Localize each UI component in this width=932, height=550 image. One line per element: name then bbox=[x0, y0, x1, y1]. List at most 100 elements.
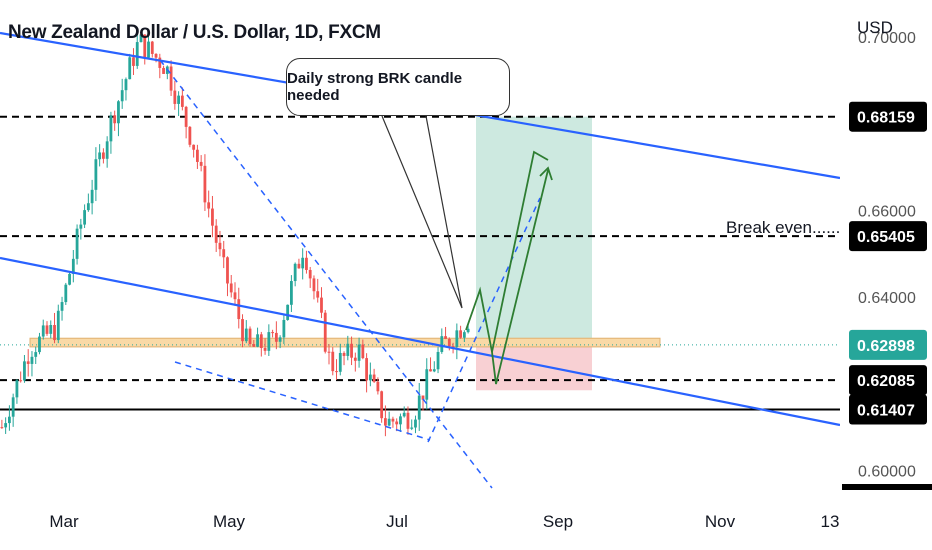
candle-body bbox=[0, 427, 3, 428]
candle-body bbox=[275, 333, 278, 342]
chart-title: New Zealand Dollar / U.S. Dollar, 1D, FX… bbox=[8, 22, 381, 44]
price-level-label: 0.61407 bbox=[857, 402, 915, 419]
candle-body bbox=[305, 258, 308, 270]
candle-body bbox=[53, 325, 56, 340]
candle-body bbox=[365, 358, 368, 380]
candle-body bbox=[61, 302, 64, 311]
candle-body bbox=[19, 380, 22, 381]
candle-body bbox=[241, 319, 244, 341]
candle-body bbox=[358, 345, 361, 361]
candle-body bbox=[298, 264, 301, 269]
candle-body bbox=[459, 330, 462, 337]
candle-body bbox=[264, 348, 267, 351]
candle-body bbox=[245, 329, 248, 342]
candle-body bbox=[267, 332, 270, 351]
candle-body bbox=[230, 283, 233, 292]
candle-body bbox=[128, 57, 131, 79]
candle-body bbox=[211, 209, 214, 226]
candle-body bbox=[256, 334, 259, 346]
candle-body bbox=[444, 336, 447, 339]
candle-body bbox=[98, 152, 101, 159]
time-tick-label: 13 bbox=[821, 512, 840, 531]
candle-body bbox=[414, 420, 417, 428]
candle-body bbox=[196, 150, 199, 162]
candle-body bbox=[12, 397, 15, 416]
candle-body bbox=[354, 358, 357, 361]
support-zone bbox=[30, 338, 660, 347]
candle-body bbox=[309, 270, 312, 278]
candle-body bbox=[252, 344, 255, 347]
candle-body bbox=[155, 54, 158, 58]
candle-body bbox=[181, 96, 184, 107]
candle-body bbox=[215, 226, 218, 243]
candle-body bbox=[207, 202, 210, 208]
candle-body bbox=[200, 162, 203, 166]
candle-body bbox=[46, 325, 49, 333]
time-tick-label: Nov bbox=[705, 512, 736, 531]
candle-body bbox=[57, 311, 60, 340]
candle-body bbox=[301, 258, 304, 269]
candle-body bbox=[42, 325, 45, 336]
candle-body bbox=[343, 353, 346, 356]
candle-body bbox=[132, 57, 135, 66]
candle-body bbox=[324, 313, 327, 352]
currency-label: USD bbox=[857, 18, 893, 38]
candle-body bbox=[34, 352, 37, 357]
candle-body bbox=[403, 413, 406, 417]
candle-body bbox=[110, 115, 113, 141]
candle-body bbox=[440, 336, 443, 352]
candle-body bbox=[361, 345, 364, 359]
candle-body bbox=[463, 332, 466, 338]
candle-body bbox=[437, 352, 440, 369]
candle-body bbox=[8, 417, 11, 423]
candle-body bbox=[249, 329, 252, 344]
time-tick-label: Mar bbox=[49, 512, 79, 531]
candle-body bbox=[91, 190, 94, 203]
candle-body bbox=[339, 353, 342, 372]
price-level-label: 0.65405 bbox=[857, 229, 915, 246]
candle-body bbox=[410, 428, 413, 429]
candle-body bbox=[395, 422, 398, 425]
candle-body bbox=[380, 391, 383, 418]
candle-body bbox=[384, 418, 387, 425]
candle-body bbox=[64, 285, 67, 302]
candle-body bbox=[271, 332, 274, 333]
candle-body bbox=[106, 141, 109, 158]
candle-body bbox=[388, 419, 391, 426]
candle-body bbox=[4, 423, 7, 427]
price-tick-label: 0.60000 bbox=[858, 463, 916, 480]
candle-body bbox=[83, 210, 86, 224]
candle-body bbox=[188, 127, 191, 145]
candle-body bbox=[76, 229, 79, 259]
candle-body bbox=[102, 152, 105, 158]
candle-body bbox=[418, 396, 421, 420]
price-tick-label: 0.66000 bbox=[858, 203, 916, 220]
candle-body bbox=[429, 369, 432, 371]
candle-body bbox=[222, 249, 225, 257]
candle-body bbox=[316, 291, 319, 297]
candle-body bbox=[136, 42, 139, 66]
candle-body bbox=[185, 107, 188, 127]
candle-body bbox=[313, 278, 316, 291]
candle-body bbox=[399, 416, 402, 424]
candle-body bbox=[204, 166, 207, 202]
candle-body bbox=[79, 225, 82, 229]
price-axis: 0.700000.660000.640000.600000.681590.654… bbox=[840, 0, 932, 490]
candle-body bbox=[373, 375, 376, 382]
candle-body bbox=[346, 344, 349, 356]
candle-body bbox=[16, 380, 19, 397]
candle-body bbox=[282, 320, 285, 337]
time-tick-label: May bbox=[213, 512, 246, 531]
candle-body bbox=[219, 243, 222, 249]
candle-body bbox=[335, 371, 338, 372]
candle-body bbox=[407, 413, 410, 429]
candle-body bbox=[328, 352, 331, 353]
candle-body bbox=[290, 281, 293, 305]
candle-body bbox=[433, 369, 436, 371]
candle-body bbox=[260, 334, 263, 348]
candle-body bbox=[279, 337, 282, 341]
candle-body bbox=[294, 264, 297, 281]
candle-body bbox=[192, 145, 195, 150]
candle-body bbox=[173, 91, 176, 104]
candle-body bbox=[392, 419, 395, 422]
